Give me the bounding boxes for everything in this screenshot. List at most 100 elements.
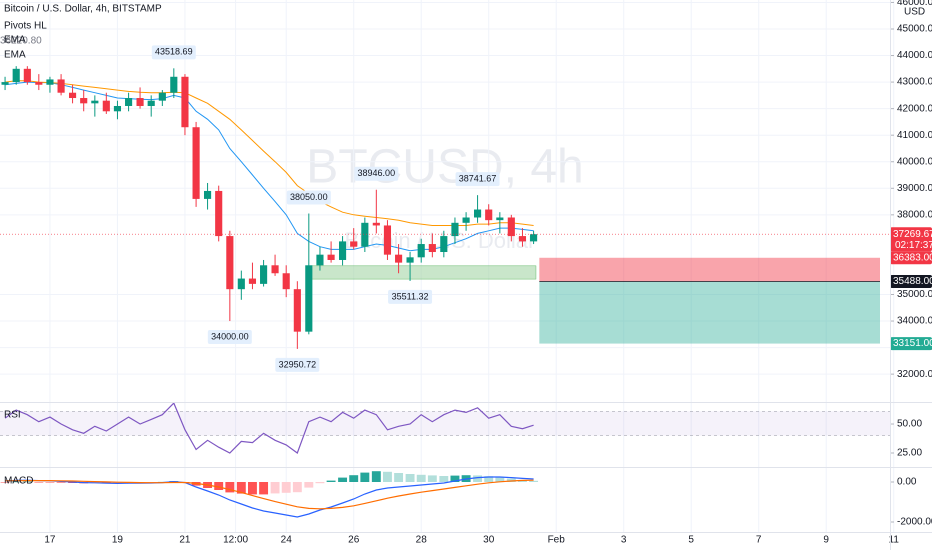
candle-body <box>1 82 9 85</box>
candle-body <box>136 98 144 106</box>
legend-entry[interactable]: EMA <box>4 35 26 46</box>
candle-body <box>147 100 155 106</box>
x-tick-label: 30 <box>483 535 495 546</box>
price-tag <box>890 275 932 289</box>
pivot-label: 38741.67 <box>459 174 497 184</box>
histogram-bar <box>281 482 291 493</box>
pane-title[interactable]: RSI <box>4 410 21 421</box>
candle-body <box>23 68 31 83</box>
histogram-bar <box>394 473 404 482</box>
candle-body <box>204 190 212 199</box>
candle-body <box>496 217 504 221</box>
pivot-box <box>455 172 500 187</box>
histogram-bar <box>473 475 483 482</box>
x-tick-label: 11 <box>889 535 900 546</box>
histogram-bar <box>495 477 505 482</box>
candle-body <box>395 254 403 263</box>
x-tick-label: 17 <box>44 535 56 546</box>
histogram-bar <box>304 482 314 488</box>
y-tick-label: 38000.00 <box>897 209 932 220</box>
histogram-bar <box>383 471 392 482</box>
candle-body <box>113 105 122 112</box>
y-tick-label: 43000.00 <box>897 77 932 88</box>
price-tag <box>890 251 932 265</box>
pivot-box <box>286 190 331 205</box>
candle-body <box>260 265 268 284</box>
y-tick-label: 39000.00 <box>897 183 932 194</box>
candle-body <box>80 98 88 104</box>
candle-body <box>428 244 436 253</box>
ema-line <box>5 80 534 226</box>
histogram-bar <box>360 472 370 482</box>
histogram-bar <box>45 482 55 483</box>
candle-body <box>485 209 493 221</box>
candle-body <box>158 92 166 101</box>
last-price-label: 37269.67 <box>893 229 932 240</box>
indicator-label[interactable]: Pivots HL <box>4 21 47 32</box>
candle-body <box>170 76 178 93</box>
candle-body <box>417 244 425 258</box>
candle-body <box>282 273 290 290</box>
candle-body <box>305 265 313 332</box>
candle-body <box>451 222 459 237</box>
candle-body <box>440 236 448 253</box>
x-tick-label: 19 <box>112 535 124 546</box>
x-tick-label: 9 <box>823 535 829 546</box>
histogram-bar <box>56 482 66 483</box>
stop-zone <box>539 257 880 282</box>
symbol-title[interactable]: Bitcoin / U.S. Dollar, 4h, BITSTAMP <box>4 4 162 15</box>
histogram-bar <box>439 476 449 482</box>
histogram-bar <box>292 482 302 493</box>
y-tick-label: 41000.00 <box>897 130 932 141</box>
price-tag <box>890 337 932 351</box>
histogram-bar <box>259 482 269 495</box>
candle-body <box>293 289 301 332</box>
pivot-label: 35511.32 <box>392 291 429 301</box>
pivot-box <box>354 166 399 181</box>
candle-body <box>125 98 133 106</box>
candle-body <box>192 127 200 199</box>
histogram-bar <box>371 471 381 482</box>
histogram-bar <box>270 482 280 494</box>
candle-body <box>271 265 279 274</box>
candle-body <box>248 278 257 284</box>
x-tick-label: Feb <box>548 535 566 546</box>
x-tick-label: 12:00 <box>223 535 248 546</box>
price-tag-label: 36383.00 <box>893 252 932 263</box>
candle-body <box>327 254 335 260</box>
legend-entry[interactable]: EMA <box>4 50 26 61</box>
y-tick-label: 44000.00 <box>897 50 932 61</box>
histogram-bar <box>484 476 494 482</box>
candle-body <box>462 217 470 223</box>
histogram-bar <box>349 475 359 482</box>
axis-unit: USD <box>904 7 925 18</box>
target-zone <box>539 281 880 344</box>
y-tick-label: 46000.00 <box>897 0 932 8</box>
pivot-box <box>207 330 252 345</box>
histogram-bar <box>338 477 348 482</box>
x-tick-label: 28 <box>416 535 428 546</box>
legend-value: 36220.80 <box>0 36 42 47</box>
pivot-box <box>275 357 320 372</box>
histogram-bar <box>427 475 437 482</box>
y-tick-label: 25.00 <box>897 448 922 459</box>
candle-body <box>12 68 20 83</box>
x-tick-label: 7 <box>756 535 762 546</box>
candle-body <box>518 236 527 242</box>
histogram-bar <box>0 482 10 483</box>
pane-title[interactable]: MACD <box>4 476 33 487</box>
pivot-label: 38946.00 <box>358 168 396 178</box>
rsi-line <box>4 402 534 454</box>
x-tick-label: 21 <box>179 535 191 546</box>
pivot-label: 34000.00 <box>211 331 249 341</box>
pivot-label: 43518.69 <box>155 47 193 57</box>
candle-body <box>57 79 65 93</box>
candle-body <box>383 225 392 255</box>
histogram-bar <box>529 480 539 482</box>
y-tick-label: 35000.00 <box>897 289 932 300</box>
candle-body <box>68 92 77 99</box>
candle-body <box>372 222 380 226</box>
pivot-label: 32950.72 <box>279 359 317 369</box>
candle-body <box>226 236 234 290</box>
